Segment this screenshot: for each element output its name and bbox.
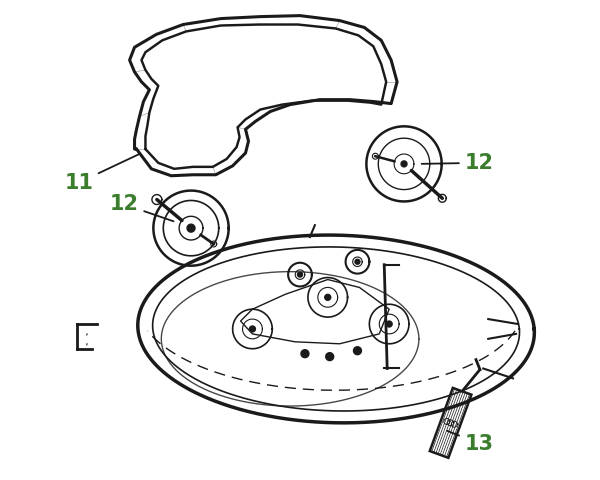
Polygon shape xyxy=(401,161,407,167)
Polygon shape xyxy=(355,259,360,264)
Polygon shape xyxy=(386,321,392,327)
Polygon shape xyxy=(325,294,331,300)
Text: 13: 13 xyxy=(447,431,493,454)
Text: 12: 12 xyxy=(110,194,173,221)
Polygon shape xyxy=(187,224,195,232)
Polygon shape xyxy=(301,350,309,358)
Polygon shape xyxy=(250,326,256,332)
Polygon shape xyxy=(298,272,302,277)
Text: 11: 11 xyxy=(64,154,139,192)
Text: 12: 12 xyxy=(422,153,493,173)
Polygon shape xyxy=(353,347,361,355)
Polygon shape xyxy=(326,353,334,360)
